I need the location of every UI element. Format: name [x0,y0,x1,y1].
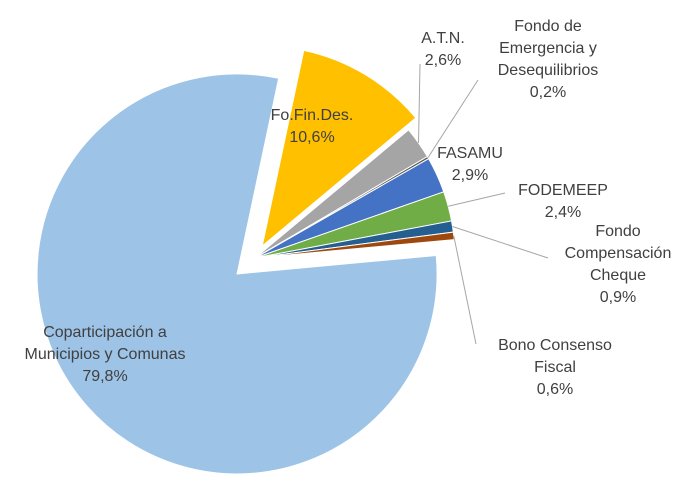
value-label: 10,6% [289,129,335,146]
category-name: FASAMU [437,145,503,162]
category-name: Fo.Fin.Des. [270,107,354,124]
leader-line [453,235,477,345]
data-label: Coparticipación a Municipios y Comunas 79… [10,322,200,388]
pie-slice [261,49,417,248]
value-label: 79,8% [82,368,128,385]
category-name: Fondo Compensación Cheque [564,223,672,284]
data-label: Bono Consenso Fiscal 0,6% [480,335,630,401]
value-label: 2,9% [451,167,489,184]
category-name: Coparticipación a Municipios y Comunas [24,324,186,363]
category-name: FODEMEEP [518,182,608,199]
pie-slice [36,73,438,475]
category-name: A.T.N. [421,30,465,47]
data-label: Fondo Compensación Cheque 0,9% [553,221,683,309]
leader-line [452,226,549,259]
leader-line [418,63,421,143]
data-label: A.T.N. 2,6% [403,28,483,72]
data-label: Fo.Fin.Des. 10,6% [252,105,372,149]
value-label: 2,4% [544,204,582,221]
leader-line [427,79,479,158]
value-label: 0,6% [536,381,574,398]
value-label: 2,6% [424,52,462,69]
leader-line [448,192,506,207]
value-label: 0,2% [529,84,567,101]
data-label: Fondo de Emergencia y Desequilibrios 0,2% [473,16,623,104]
category-name: Bono Consenso Fiscal [498,337,612,376]
data-label: FASAMU 2,9% [425,143,515,187]
data-label: FODEMEEP 2,4% [508,180,618,224]
value-label: 0,9% [599,289,637,306]
category-name: Fondo de Emergencia y Desequilibrios [497,18,599,79]
